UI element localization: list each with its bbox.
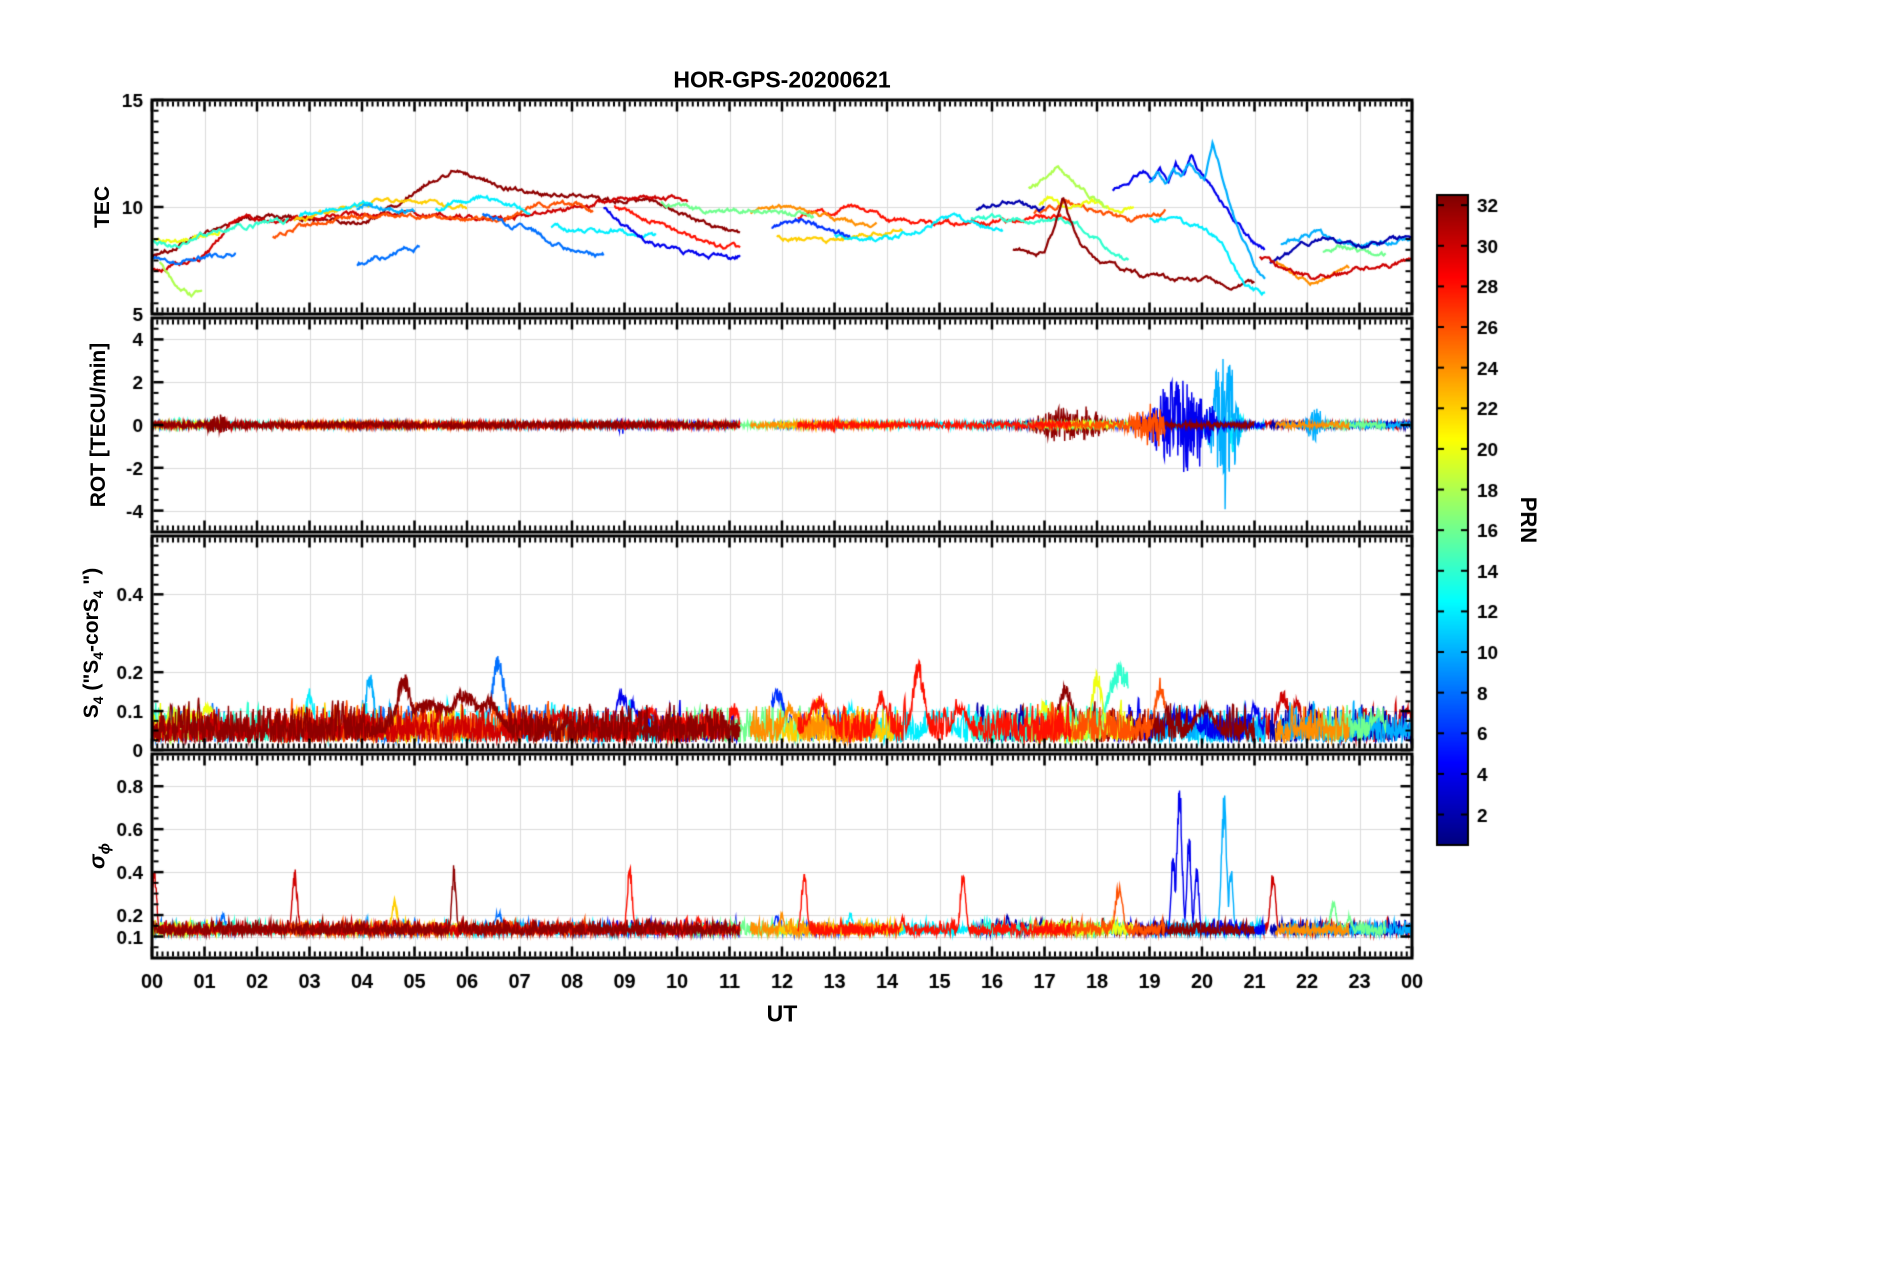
sigma-axis-label: σϕ: [84, 843, 113, 869]
tec-axis-label: TEC: [91, 186, 114, 228]
chart-title: HOR-GPS-20200621: [673, 66, 891, 93]
sigma-label-main: σ: [84, 854, 110, 869]
s4-label-sub: 4: [90, 651, 107, 660]
ut-axis-label: UT: [766, 1000, 798, 1027]
s4-label-part: ("S: [79, 659, 103, 697]
s4-axis-label: S4 ("S4-corS4 "): [80, 568, 106, 718]
s4-label-part: "): [79, 567, 103, 591]
s4-label-part: -corS: [79, 598, 103, 652]
prn-colorbar-label: PRN: [1516, 496, 1541, 544]
rot-axis-label: ROT [TECU/min]: [87, 342, 110, 508]
s4-label-sub: 4: [90, 590, 107, 599]
sigma-label-sub: ϕ: [96, 843, 114, 855]
s4-label-part: S: [79, 704, 103, 719]
s4-label-sub: 4: [90, 696, 107, 705]
